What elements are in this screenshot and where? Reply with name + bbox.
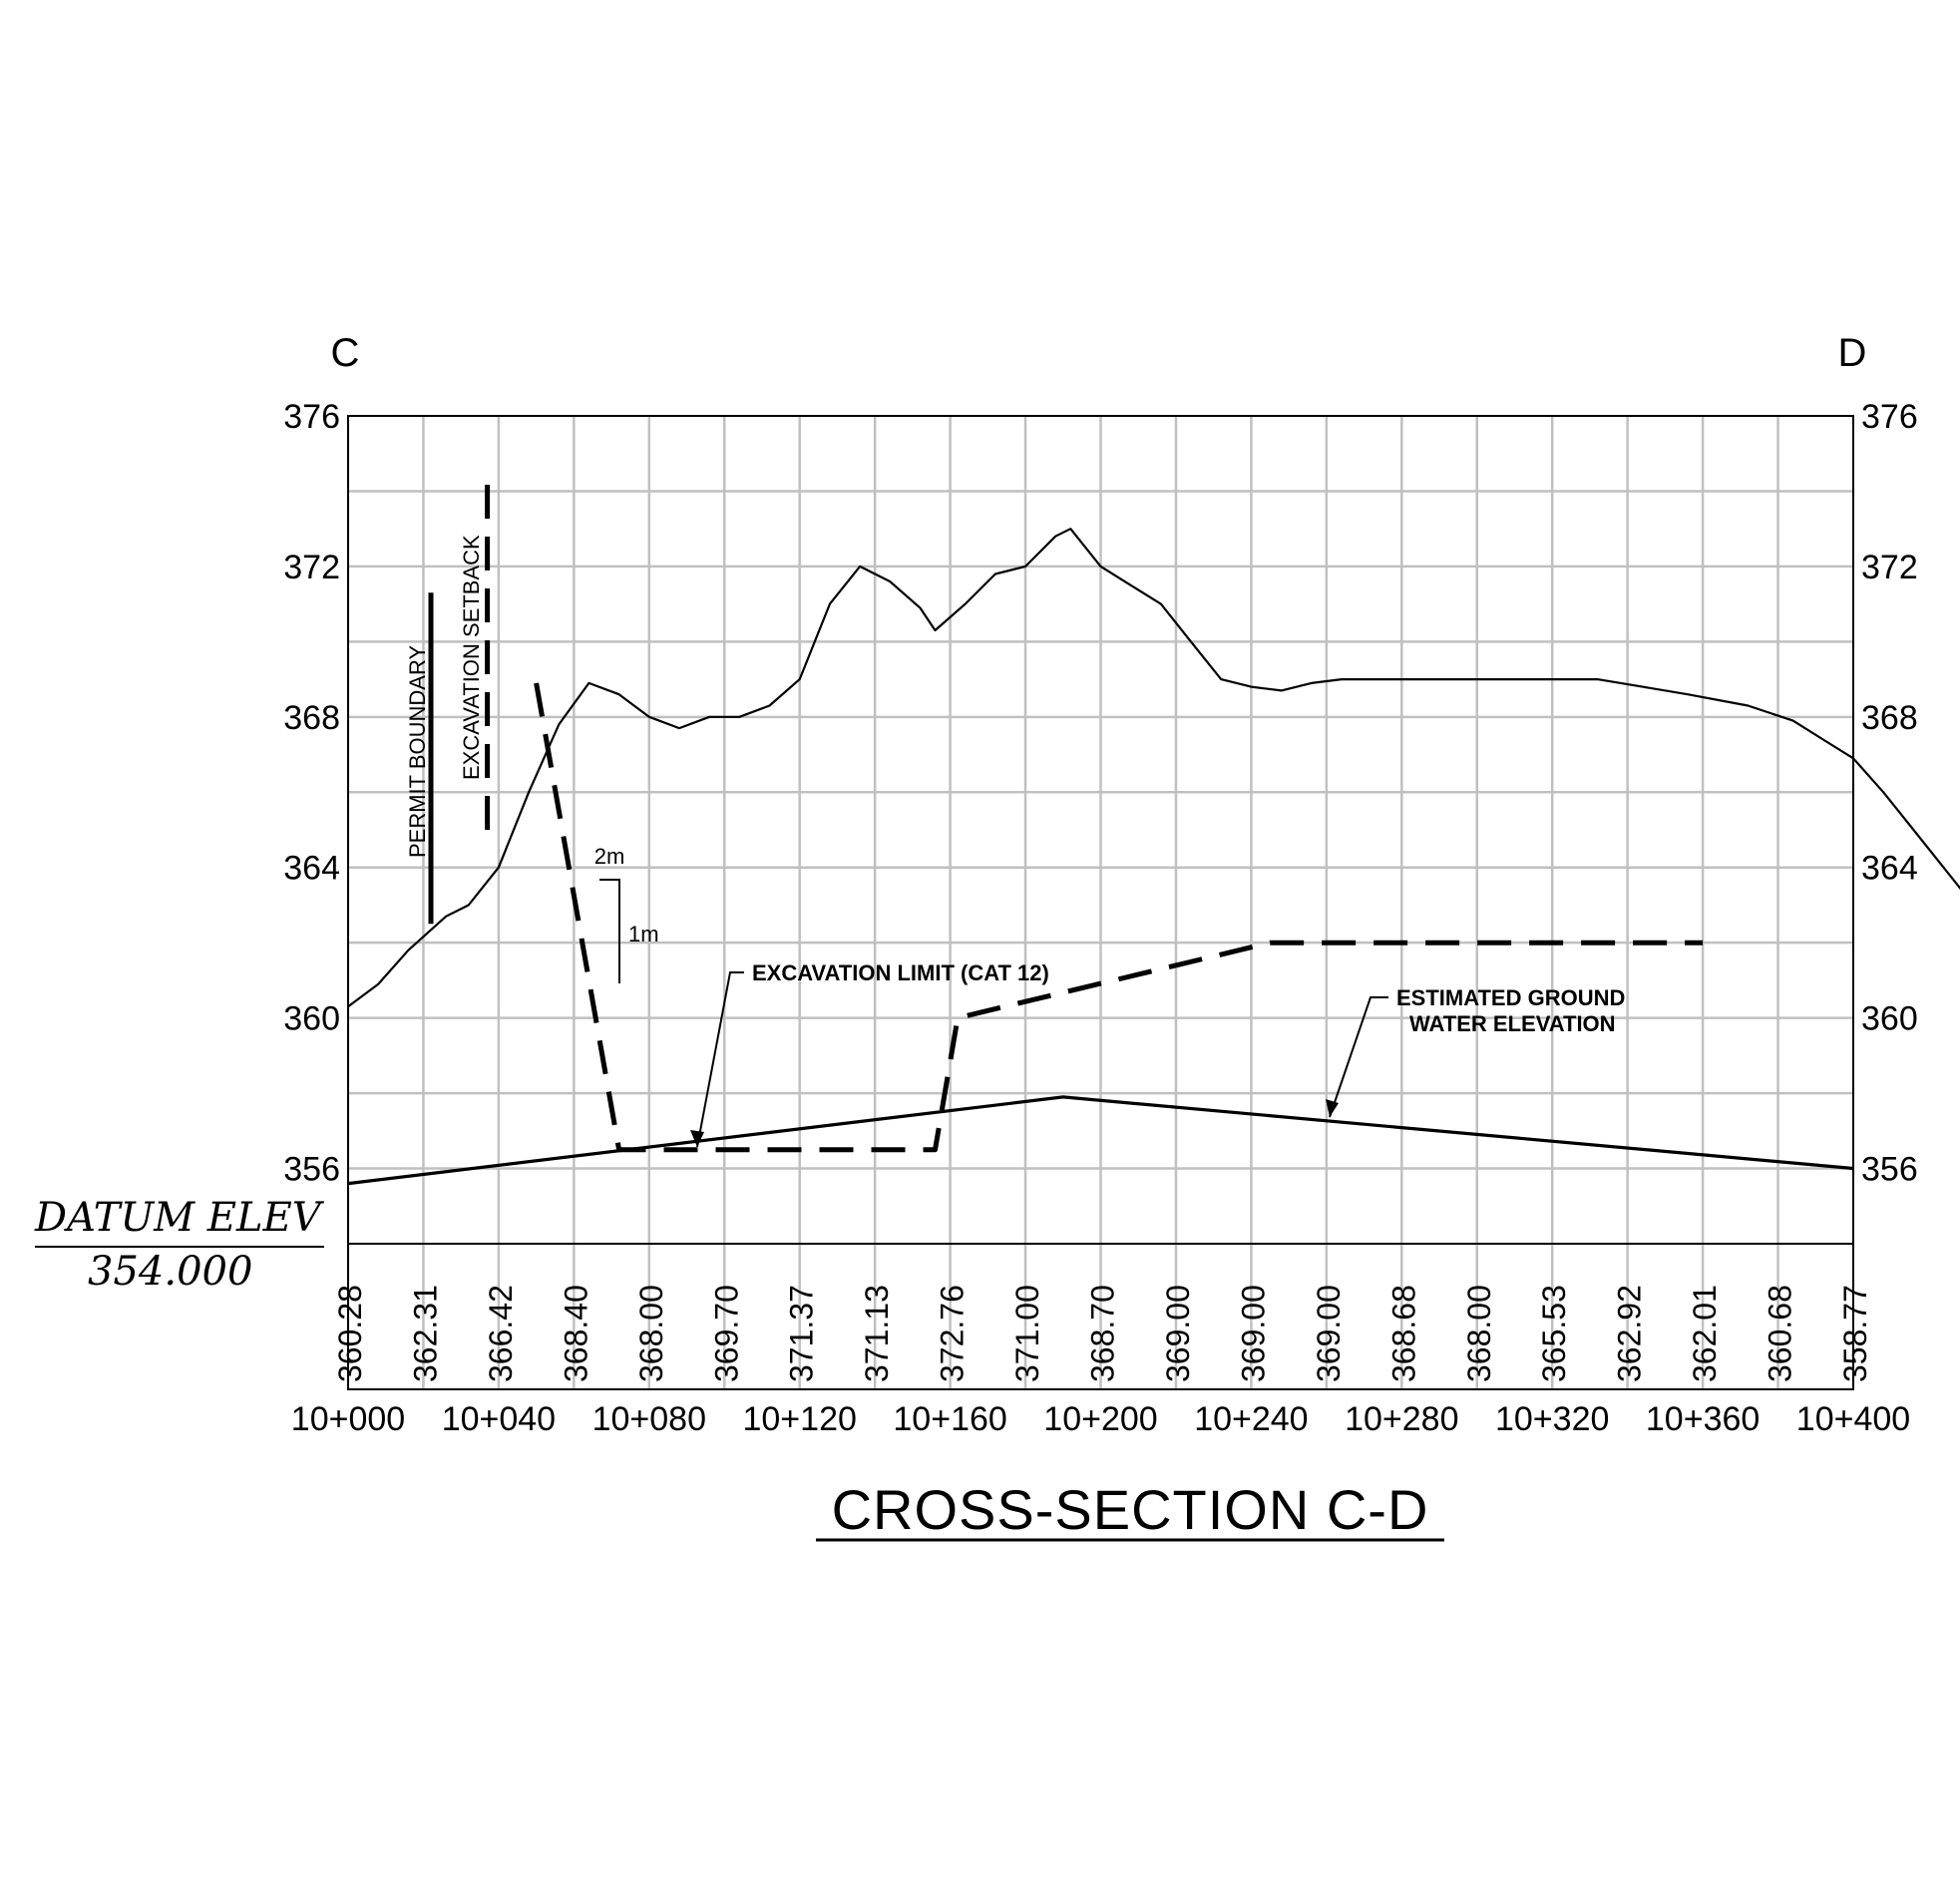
elevation-tick-left: 368 bbox=[283, 699, 340, 737]
elevation-table: 360.28 362.31 366.42 368.40 368.00 369.70 371.… bbox=[291, 1285, 1910, 1438]
elevation-reading: 372.76 bbox=[935, 1285, 971, 1382]
elevation-tick-right: 372 bbox=[1861, 549, 1918, 586]
elevation-axis: 376 376 372 372 368 368 364 364 360 360 356 356 bbox=[283, 398, 1917, 1189]
elevation-reading: 368.00 bbox=[1461, 1285, 1497, 1382]
elevation-tick-right: 356 bbox=[1861, 1151, 1918, 1189]
excavation-setback-label: EXCAVATION SETBACK bbox=[459, 535, 484, 780]
station-label: 10+080 bbox=[592, 1400, 706, 1438]
elevation-tick-left: 364 bbox=[283, 850, 340, 888]
slope-vertical-label: 1m bbox=[628, 922, 659, 947]
elevation-reading: 369.00 bbox=[1311, 1285, 1347, 1382]
series-ground-water bbox=[347, 1095, 1854, 1186]
elevation-reading: 362.01 bbox=[1687, 1285, 1723, 1382]
datum-value: 354.000 bbox=[88, 1249, 252, 1295]
station-label: 10+320 bbox=[1495, 1400, 1609, 1438]
elevation-tick-left: 372 bbox=[283, 549, 340, 586]
elevation-reading: 368.68 bbox=[1385, 1285, 1421, 1382]
elevation-reading: 360.68 bbox=[1763, 1285, 1798, 1382]
elevation-reading: 369.00 bbox=[1160, 1285, 1196, 1382]
ground-water-callout: ESTIMATED GROUND WATER ELEVATION bbox=[1326, 985, 1625, 1118]
station-label: 10+360 bbox=[1646, 1400, 1760, 1438]
station-label: 10+120 bbox=[742, 1400, 856, 1438]
station-label: 10+040 bbox=[442, 1400, 556, 1438]
elevation-reading: 368.70 bbox=[1085, 1285, 1121, 1382]
excavation-limit-label: EXCAVATION LIMIT (CAT 12) bbox=[752, 960, 1049, 985]
series-ground bbox=[347, 528, 1960, 1008]
elevation-reading: 371.37 bbox=[784, 1285, 820, 1382]
elevation-reading: 371.13 bbox=[859, 1285, 895, 1382]
slope-horizontal-label: 2m bbox=[594, 844, 625, 869]
end-label-d: D bbox=[1838, 331, 1867, 375]
elevation-reading: 365.53 bbox=[1536, 1285, 1572, 1382]
station-label: 10+280 bbox=[1345, 1400, 1458, 1438]
section-title: CROSS-SECTION C-D bbox=[832, 1478, 1429, 1541]
station-label: 10+400 bbox=[1796, 1400, 1910, 1438]
elevation-reading: 369.70 bbox=[708, 1285, 744, 1382]
series-excavation-limit bbox=[534, 682, 1704, 1153]
elevation-tick-right: 368 bbox=[1861, 699, 1918, 737]
elevation-reading: 358.77 bbox=[1837, 1285, 1873, 1382]
station-label: 10+240 bbox=[1194, 1400, 1308, 1438]
elevation-tick-right: 360 bbox=[1861, 1000, 1918, 1038]
datum-label: DATUM ELEV bbox=[34, 1195, 325, 1241]
end-label-c: C bbox=[331, 331, 360, 375]
elevation-reading: 371.00 bbox=[1009, 1285, 1045, 1382]
slope-indicator: 2m 1m bbox=[594, 844, 659, 983]
elevation-reading: 362.31 bbox=[407, 1285, 443, 1382]
grid bbox=[348, 416, 1853, 1389]
elevation-tick-right: 376 bbox=[1861, 398, 1918, 436]
elevation-tick-left: 360 bbox=[283, 1000, 340, 1038]
station-label: 10+160 bbox=[893, 1400, 1006, 1438]
elevation-tick-left: 376 bbox=[283, 398, 340, 436]
elevation-tick-right: 364 bbox=[1861, 850, 1918, 888]
elevation-reading: 369.00 bbox=[1235, 1285, 1271, 1382]
datum-elevation: DATUM ELEV 354.000 bbox=[34, 1195, 325, 1295]
ground-water-label-line2: WATER ELEVATION bbox=[1409, 1011, 1616, 1036]
elevation-reading: 368.00 bbox=[633, 1285, 669, 1382]
excavation-limit-callout: EXCAVATION LIMIT (CAT 12) bbox=[690, 960, 1049, 1148]
ground-water-label-line1: ESTIMATED GROUND bbox=[1396, 985, 1625, 1010]
permit-boundary-label: PERMIT BOUNDARY bbox=[405, 645, 430, 858]
elevation-reading: 368.40 bbox=[558, 1285, 593, 1382]
elevation-reading: 366.42 bbox=[483, 1285, 519, 1382]
elevation-reading: 362.92 bbox=[1612, 1285, 1648, 1382]
elevation-tick-left: 356 bbox=[283, 1151, 340, 1189]
plot-frame bbox=[347, 415, 1854, 1390]
station-label: 10+200 bbox=[1043, 1400, 1157, 1438]
station-label: 10+000 bbox=[291, 1400, 405, 1438]
elevation-reading: 360.28 bbox=[332, 1285, 368, 1382]
profile-lines bbox=[347, 476, 1960, 1186]
